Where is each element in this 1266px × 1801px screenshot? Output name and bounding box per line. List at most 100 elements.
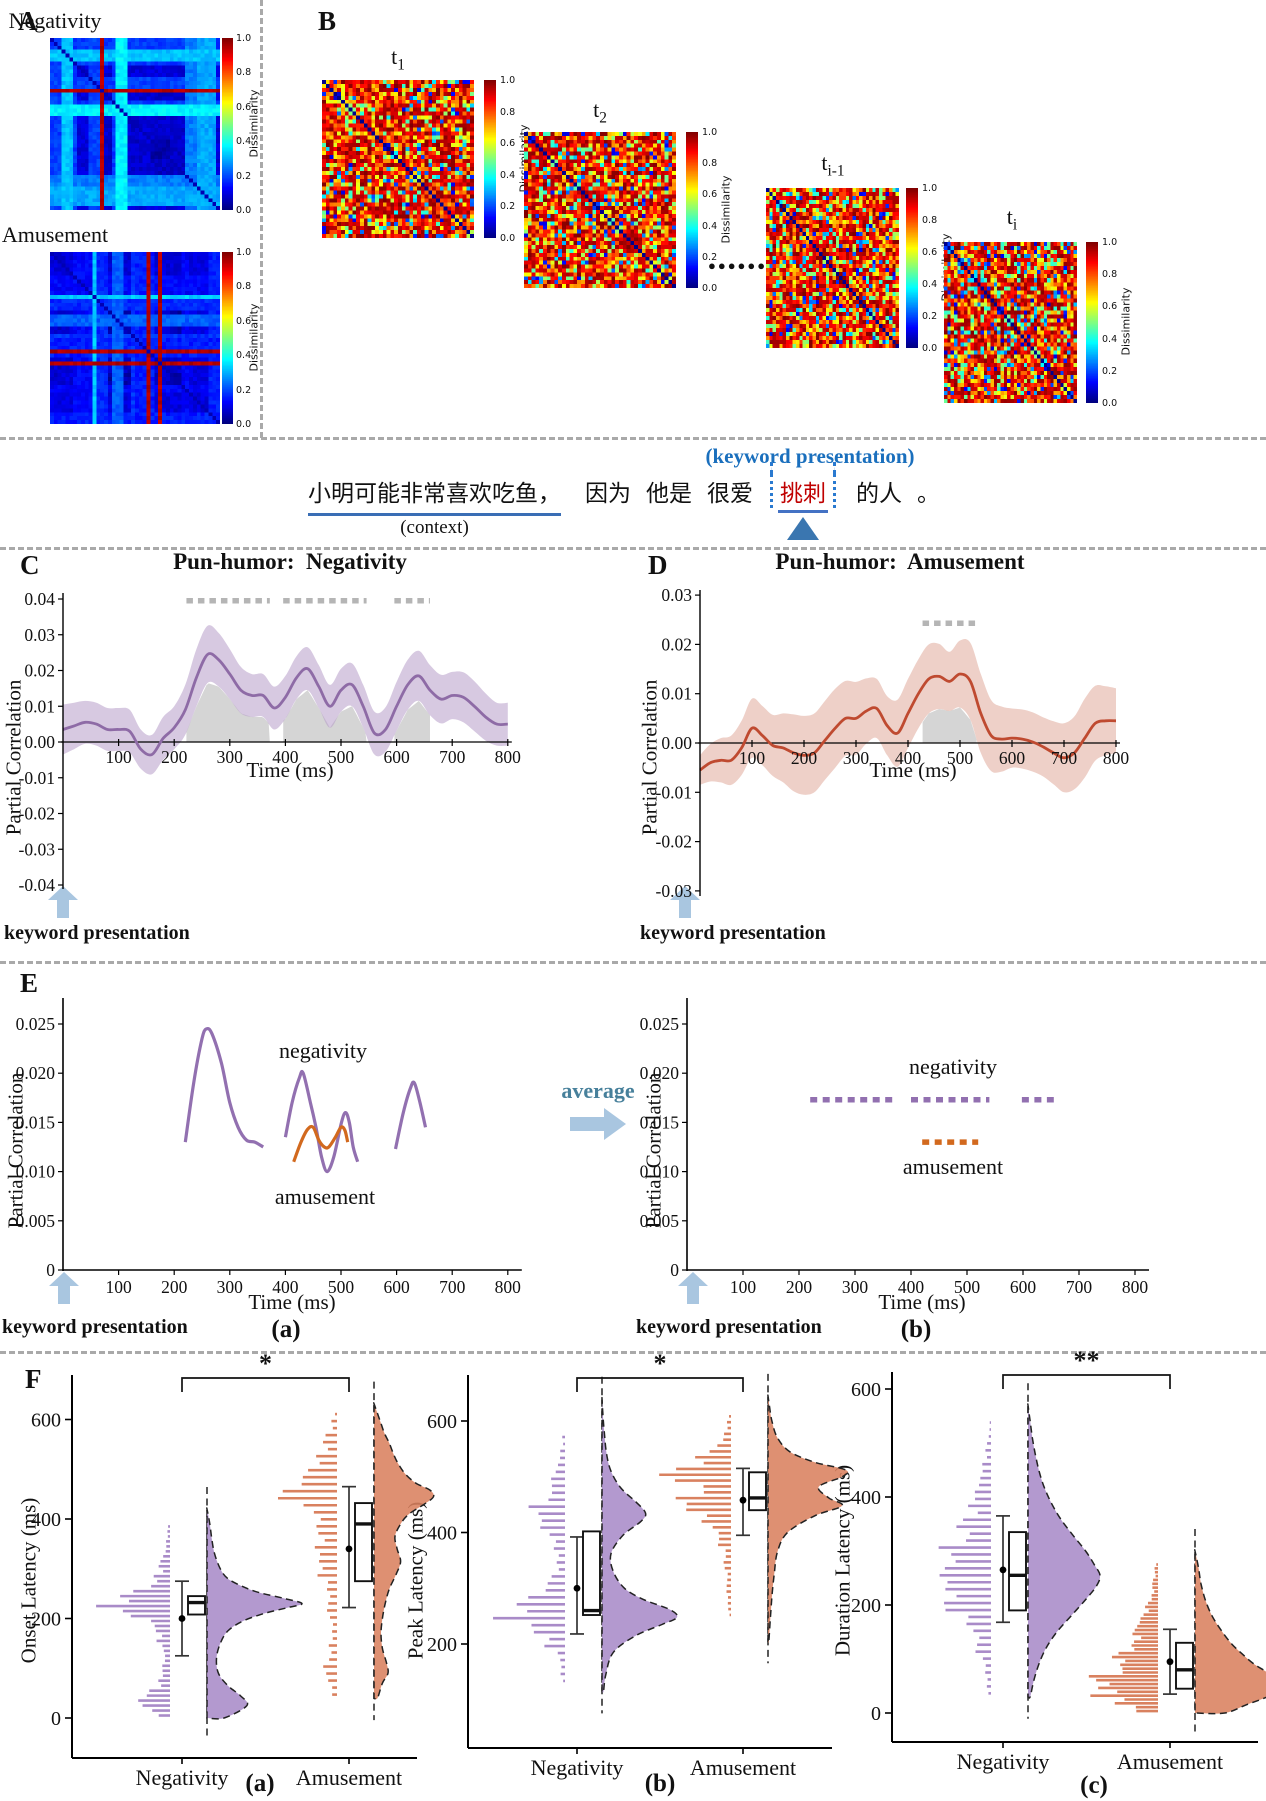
matrix-title-sub: 2: [599, 109, 607, 127]
title-d: Pun-humor: Amusement: [775, 549, 1025, 574]
y-tick-label: 400: [31, 1509, 61, 1531]
y-tick-label: 0.02: [24, 661, 55, 681]
y-tick-label: 200: [31, 1609, 61, 1631]
colorbar-tick: 0.4: [922, 279, 938, 290]
significance-stars: *: [259, 1349, 272, 1378]
x-tick-label: 800: [495, 747, 522, 767]
matrix-title-base: t: [821, 150, 828, 175]
colorbar-tick: 0.2: [702, 251, 718, 263]
y-tick-label: 0.02: [661, 634, 692, 654]
negativity-segment: [283, 1069, 360, 1174]
y-tick-label: 0.04: [24, 589, 55, 609]
matrix-title-base: t: [1006, 204, 1013, 229]
y-tick-label: 0.00: [24, 732, 55, 752]
panel-label-c: C: [20, 550, 40, 580]
caption-fa: (a): [245, 1770, 275, 1797]
xlabel-eb: Time (ms): [878, 1290, 966, 1314]
colorbar-tick: 0.4: [236, 350, 252, 362]
colorbar-dissimilarity-label: Dissimilarity: [247, 89, 261, 158]
x-tick-label: 100: [105, 747, 132, 767]
x-tick-label: 800: [495, 1277, 522, 1297]
heatmap-canvas: [50, 252, 220, 424]
y-tick-label: 600: [851, 1379, 881, 1401]
significance-bracket: [576, 1377, 744, 1392]
divider-h4: [0, 1351, 1266, 1354]
average-label: average: [561, 1078, 635, 1103]
heatmap-title: ti-1: [753, 150, 913, 180]
x-tick-label: 400: [272, 747, 299, 767]
y-tick-label: 0: [51, 1708, 61, 1730]
amusement-curve: [699, 672, 1117, 772]
colorbar-canvas: [222, 252, 233, 424]
colorbar-tick: 1.0: [236, 33, 252, 44]
matrix-title-sub: 1: [397, 56, 405, 74]
mean-dot: [573, 1584, 581, 1592]
panel-label-f: F: [25, 1364, 42, 1394]
y-tick-label: 400: [427, 1523, 457, 1545]
colorbar-tick: 0.2: [1102, 365, 1118, 377]
y-tick-label: 0.025: [16, 1014, 56, 1034]
keyword-presentation-text-eb: keyword presentation: [636, 1316, 822, 1338]
negativity-segment: [183, 1026, 265, 1149]
caption-eb: (b): [900, 1316, 932, 1343]
colorbar-tick: 0.8: [702, 158, 718, 170]
heatmap-title: ti: [932, 204, 1092, 234]
colorbar-tick: 0.4: [500, 169, 516, 181]
colorbar-tick: 0.0: [236, 205, 252, 216]
heatmap-canvas: [766, 188, 899, 348]
x-tick-label: 200: [161, 747, 188, 767]
x-tick-label: 100: [739, 748, 766, 768]
matrix-title-base: t: [593, 97, 600, 122]
category-label: Amusement: [1117, 1749, 1223, 1774]
colorbar-tick: 0.8: [922, 215, 938, 226]
heatmap-title: t2: [520, 97, 680, 127]
colorbar-dissimilarity-label: Dissimilarity: [719, 175, 733, 244]
y-tick-label: 0.01: [661, 684, 692, 704]
panel-label-d: D: [648, 550, 668, 580]
mean-dot: [1166, 1658, 1174, 1666]
negativity-segment: [393, 1080, 428, 1150]
pun-sentence: 小明可能非常喜欢吃鱼， (context) 因为 他是 很爱 挑刺 的人 。: [308, 462, 940, 540]
token-4: 的人: [856, 481, 902, 506]
x-tick-label: 300: [217, 1277, 244, 1297]
colorbar-tick: 0.6: [702, 189, 718, 201]
y-tick-label: 0.005: [16, 1211, 56, 1231]
negativity-half-violin: [601, 1396, 679, 1694]
category-label: Amusement: [296, 1765, 402, 1790]
y-tick-label: 0: [46, 1260, 55, 1280]
keyword-presentation-text-ea: keyword presentation: [2, 1316, 188, 1338]
y-tick-label: 0.03: [661, 585, 692, 605]
keyword-box: 挑刺: [770, 462, 836, 540]
box: [582, 1530, 601, 1616]
colorbar-tick: 0.4: [702, 220, 718, 232]
colorbar-dissimilarity-label: Dissimilarity: [1119, 287, 1133, 356]
category-label: Negativity: [136, 1765, 229, 1790]
y-tick-label: 0.020: [640, 1063, 680, 1083]
x-tick-label: 700: [1066, 1277, 1093, 1297]
y-tick-label: 0.01: [24, 696, 55, 716]
colorbar-tick: 0.4: [236, 136, 252, 148]
xlabel-d: Time (ms): [869, 758, 957, 782]
negativity-label: negativity: [279, 1038, 367, 1063]
colorbar-tick: 0.2: [236, 170, 252, 182]
panel-label-a: A: [18, 6, 38, 36]
keyword-up-arrow-eb: [678, 1272, 708, 1304]
colorbar-tick: 0.0: [922, 343, 938, 354]
amusement-label: amusement: [903, 1154, 1003, 1179]
x-tick-label: 600: [1010, 1277, 1037, 1297]
y-tick-label: 0.010: [640, 1162, 680, 1182]
colorbar-tick: 0.2: [922, 311, 938, 322]
significance-stars: *: [654, 1349, 667, 1378]
xlabel-ea: Time (ms): [248, 1290, 336, 1314]
colorbar-canvas: [686, 132, 698, 288]
heatmap-title: t1: [318, 44, 478, 74]
chart-E-a: 0.025 0.020 0.015 0.010 0.005 0 100 200 300 400 50…: [16, 998, 522, 1297]
heatmap-canvas: [944, 242, 1077, 403]
colorbar-tick: 0.4: [1102, 333, 1118, 345]
colorbar-tick: 0.6: [236, 101, 252, 113]
y-tick-label: 200: [851, 1595, 881, 1617]
x-tick-label: 200: [161, 1277, 188, 1297]
y-tick-label: 0: [670, 1260, 679, 1280]
y-tick-label: 0.03: [24, 625, 55, 645]
keyword-text: 挑刺: [778, 481, 828, 513]
